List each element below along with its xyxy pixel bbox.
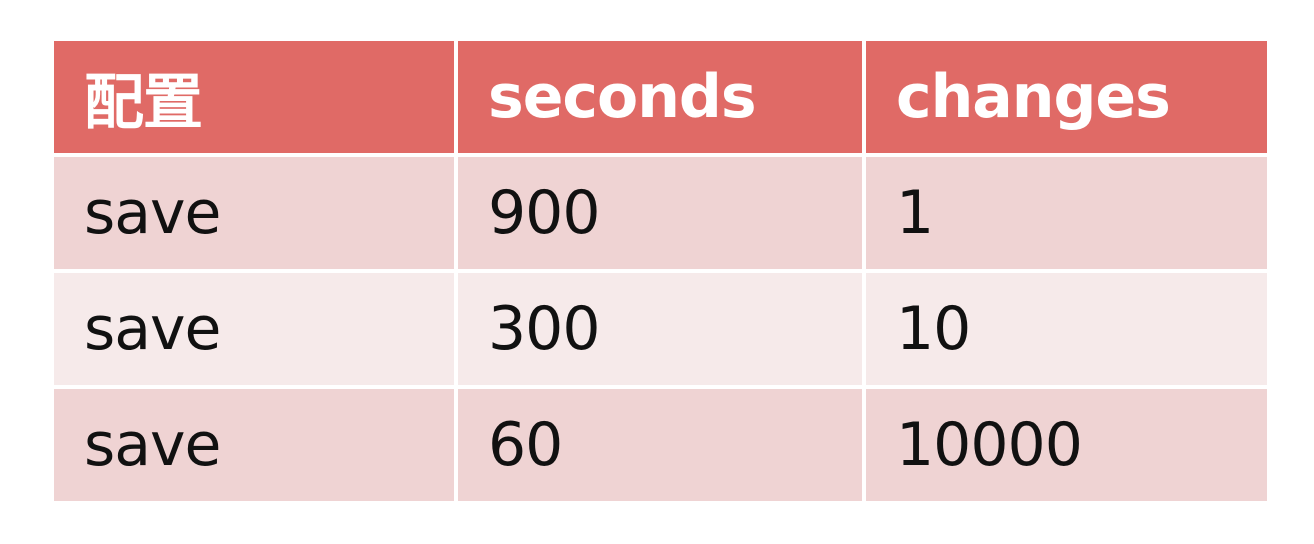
table-row: save 60 10000 — [54, 389, 1267, 501]
cell-config: save — [54, 389, 454, 501]
config-table: 配置 seconds changes save 900 1 save 300 1… — [50, 37, 1271, 505]
table-body: save 900 1 save 300 10 save 60 10000 — [54, 157, 1267, 501]
cell-changes: 1 — [866, 157, 1267, 269]
cell-seconds: 900 — [458, 157, 862, 269]
cell-config: save — [54, 157, 454, 269]
table-row: save 300 10 — [54, 273, 1267, 385]
table-row: save 900 1 — [54, 157, 1267, 269]
cell-seconds: 300 — [458, 273, 862, 385]
cell-changes: 10000 — [866, 389, 1267, 501]
cell-seconds: 60 — [458, 389, 862, 501]
header-seconds: seconds — [458, 41, 862, 153]
cell-config: save — [54, 273, 454, 385]
config-table-container: 配置 seconds changes save 900 1 save 300 1… — [54, 41, 1267, 519]
header-changes: changes — [866, 41, 1267, 153]
table-header: 配置 seconds changes — [54, 41, 1267, 153]
header-config: 配置 — [54, 41, 454, 153]
cell-changes: 10 — [866, 273, 1267, 385]
header-row: 配置 seconds changes — [54, 41, 1267, 153]
